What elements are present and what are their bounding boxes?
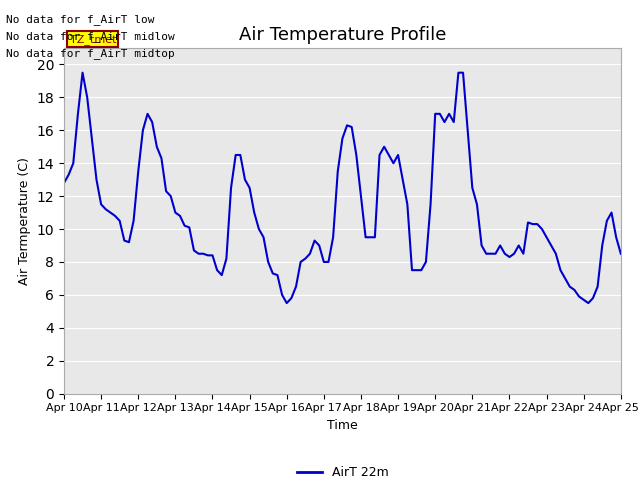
Title: Air Temperature Profile: Air Temperature Profile (239, 25, 446, 44)
Y-axis label: Air Termperature (C): Air Termperature (C) (18, 157, 31, 285)
Text: No data for f_AirT midlow: No data for f_AirT midlow (6, 31, 175, 42)
Text: No data for f_AirT midtop: No data for f_AirT midtop (6, 48, 175, 59)
X-axis label: Time: Time (327, 419, 358, 432)
Text: No data for f_AirT low: No data for f_AirT low (6, 14, 155, 25)
Legend: AirT 22m: AirT 22m (292, 461, 393, 480)
Text: TZ_tmet: TZ_tmet (70, 34, 116, 45)
